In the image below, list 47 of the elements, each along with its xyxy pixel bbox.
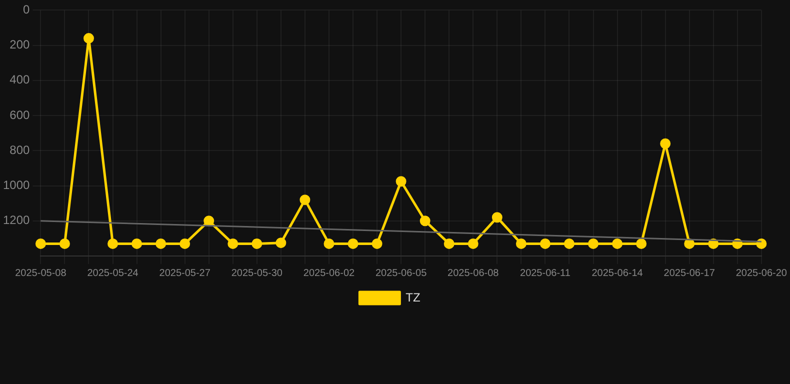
y-tick-label: 400 (10, 72, 30, 87)
x-tick-label: 2025-05-27 (159, 268, 211, 279)
x-tick-label: 2025-06-11 (520, 268, 571, 279)
x-tick-label: 2025-06-20 (736, 268, 788, 279)
point (204, 216, 214, 226)
point (348, 238, 358, 249)
point (636, 238, 647, 249)
x-tick-label: 2025-05-24 (87, 268, 139, 279)
y-tick-label: 600 (10, 108, 30, 122)
point (516, 238, 526, 249)
point (132, 238, 142, 249)
point (156, 238, 166, 249)
x-tick-label: 2025-05-08 (15, 268, 67, 279)
point (35, 238, 46, 249)
point (372, 238, 382, 249)
point (276, 238, 286, 248)
point (660, 138, 671, 149)
point (612, 238, 623, 249)
x-tick-label: 2025-06-02 (303, 268, 355, 279)
point (252, 238, 262, 249)
x-tick-label: 2025-06-17 (664, 268, 716, 279)
y-tick-label: 0 (23, 2, 30, 17)
y-tick-label: 200 (10, 38, 30, 52)
point (59, 238, 70, 249)
point (444, 238, 454, 249)
point (324, 238, 334, 249)
y-tick-label: 1200 (2, 213, 30, 228)
point (492, 212, 502, 223)
point (684, 238, 695, 249)
x-tick-label: 2025-05-30 (231, 268, 283, 279)
point (588, 238, 599, 249)
point (468, 238, 478, 249)
point (180, 238, 190, 249)
y-tick-label: 800 (10, 142, 30, 157)
point (108, 238, 118, 249)
y-tick-label: 1000 (2, 178, 30, 192)
x-tick-label: 2025-06-05 (375, 268, 428, 279)
x-tick-label: 2025-06-08 (448, 268, 500, 279)
point (228, 238, 238, 249)
point (420, 216, 430, 226)
point (396, 176, 406, 187)
point (300, 194, 310, 206)
point (540, 238, 550, 249)
x-tick-label: 2025-06-14 (592, 268, 644, 279)
legend-label: TZ (406, 290, 420, 304)
point (564, 238, 574, 249)
point (83, 33, 94, 44)
